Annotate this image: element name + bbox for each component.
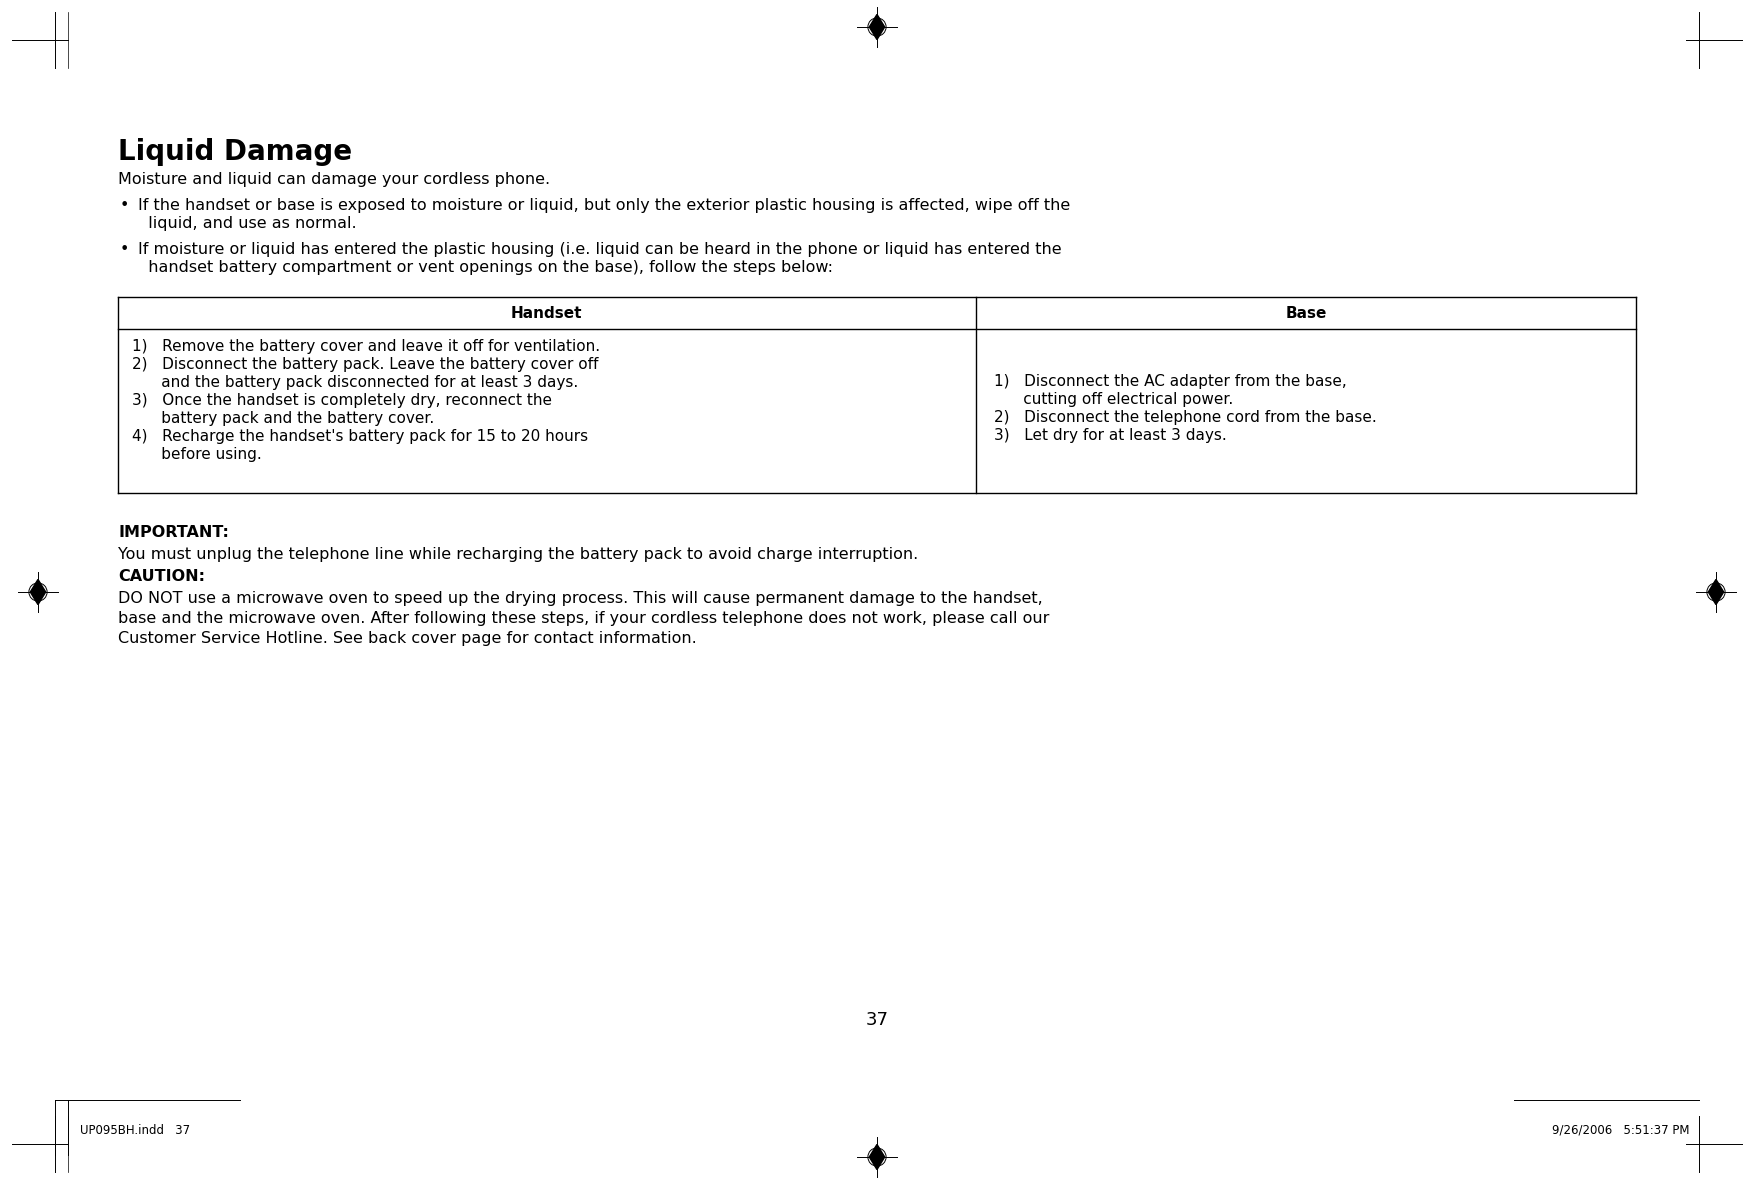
Polygon shape [1708, 579, 1724, 605]
Text: 2)   Disconnect the battery pack. Leave the battery cover off: 2) Disconnect the battery pack. Leave th… [132, 358, 598, 372]
Polygon shape [870, 1145, 884, 1170]
Text: You must unplug the telephone line while recharging the battery pack to avoid ch: You must unplug the telephone line while… [118, 547, 919, 562]
Text: 2)   Disconnect the telephone cord from the base.: 2) Disconnect the telephone cord from th… [995, 410, 1377, 425]
Text: 9/26/2006   5:51:37 PM: 9/26/2006 5:51:37 PM [1552, 1124, 1691, 1137]
Text: Handset: Handset [510, 305, 582, 321]
Text: IMPORTANT:: IMPORTANT: [118, 525, 228, 540]
Text: Liquid Damage: Liquid Damage [118, 139, 353, 166]
Text: 1)   Remove the battery cover and leave it off for ventilation.: 1) Remove the battery cover and leave it… [132, 339, 600, 354]
Polygon shape [30, 579, 46, 605]
Text: and the battery pack disconnected for at least 3 days.: and the battery pack disconnected for at… [132, 375, 579, 390]
Text: 4)   Recharge the handset's battery pack for 15 to 20 hours: 4) Recharge the handset's battery pack f… [132, 429, 588, 444]
Text: 1)   Disconnect the AC adapter from the base,: 1) Disconnect the AC adapter from the ba… [995, 374, 1347, 390]
Text: •: • [119, 198, 130, 213]
Text: 3)   Once the handset is completely dry, reconnect the: 3) Once the handset is completely dry, r… [132, 393, 553, 408]
Text: Moisture and liquid can damage your cordless phone.: Moisture and liquid can damage your cord… [118, 172, 551, 187]
Text: Base: Base [1286, 305, 1326, 321]
Text: If the handset or base is exposed to moisture or liquid, but only the exterior p: If the handset or base is exposed to moi… [139, 198, 1070, 213]
Text: cutting off electrical power.: cutting off electrical power. [995, 392, 1233, 407]
Text: 37: 37 [865, 1011, 889, 1029]
Text: Customer Service Hotline. See back cover page for contact information.: Customer Service Hotline. See back cover… [118, 631, 696, 646]
Text: CAUTION:: CAUTION: [118, 570, 205, 584]
Text: UP095BH.indd   37: UP095BH.indd 37 [81, 1124, 189, 1137]
Text: base and the microwave oven. After following these steps, if your cordless telep: base and the microwave oven. After follo… [118, 611, 1049, 626]
Polygon shape [870, 14, 884, 39]
Text: DO NOT use a microwave oven to speed up the drying process. This will cause perm: DO NOT use a microwave oven to speed up … [118, 591, 1042, 606]
Text: battery pack and the battery cover.: battery pack and the battery cover. [132, 411, 435, 426]
Text: before using.: before using. [132, 448, 261, 462]
Text: •: • [119, 242, 130, 257]
Text: If moisture or liquid has entered the plastic housing (i.e. liquid can be heard : If moisture or liquid has entered the pl… [139, 242, 1061, 257]
Text: 3)   Let dry for at least 3 days.: 3) Let dry for at least 3 days. [995, 427, 1226, 443]
Text: liquid, and use as normal.: liquid, and use as normal. [139, 215, 356, 231]
Text: handset battery compartment or vent openings on the base), follow the steps belo: handset battery compartment or vent open… [139, 260, 833, 275]
